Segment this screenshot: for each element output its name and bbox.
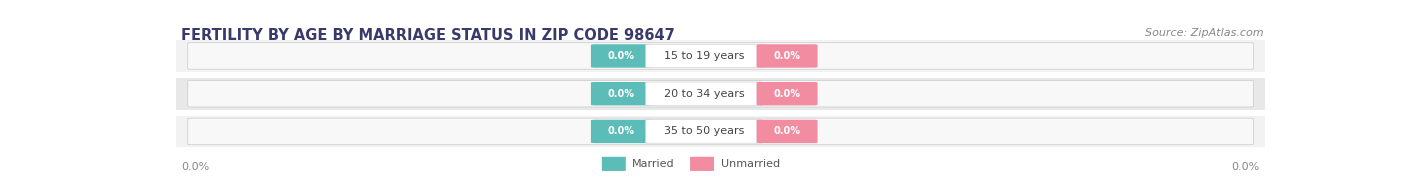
FancyBboxPatch shape — [756, 82, 817, 105]
FancyBboxPatch shape — [591, 44, 652, 68]
FancyBboxPatch shape — [188, 80, 1253, 107]
FancyBboxPatch shape — [645, 120, 763, 143]
Text: 0.0%: 0.0% — [607, 89, 636, 99]
Text: FERTILITY BY AGE BY MARRIAGE STATUS IN ZIP CODE 98647: FERTILITY BY AGE BY MARRIAGE STATUS IN Z… — [181, 28, 675, 43]
Text: 35 to 50 years: 35 to 50 years — [664, 126, 744, 136]
Text: Unmarried: Unmarried — [721, 159, 780, 169]
Text: Source: ZipAtlas.com: Source: ZipAtlas.com — [1144, 28, 1263, 38]
FancyBboxPatch shape — [645, 82, 763, 105]
FancyBboxPatch shape — [591, 82, 652, 105]
FancyBboxPatch shape — [756, 120, 817, 143]
FancyBboxPatch shape — [176, 40, 1265, 72]
Text: 20 to 34 years: 20 to 34 years — [664, 89, 745, 99]
Text: 0.0%: 0.0% — [773, 89, 800, 99]
Text: 0.0%: 0.0% — [607, 126, 636, 136]
Text: 0.0%: 0.0% — [1232, 162, 1260, 172]
FancyBboxPatch shape — [645, 44, 763, 68]
Text: 15 to 19 years: 15 to 19 years — [664, 51, 745, 61]
FancyBboxPatch shape — [602, 157, 626, 171]
FancyBboxPatch shape — [756, 44, 817, 68]
Text: 0.0%: 0.0% — [773, 51, 800, 61]
FancyBboxPatch shape — [188, 43, 1253, 69]
FancyBboxPatch shape — [176, 116, 1265, 147]
Text: 0.0%: 0.0% — [773, 126, 800, 136]
Text: 0.0%: 0.0% — [181, 162, 209, 172]
FancyBboxPatch shape — [188, 118, 1253, 145]
FancyBboxPatch shape — [591, 120, 652, 143]
FancyBboxPatch shape — [690, 157, 714, 171]
FancyBboxPatch shape — [176, 78, 1265, 110]
Text: 0.0%: 0.0% — [607, 51, 636, 61]
Text: Married: Married — [633, 159, 675, 169]
